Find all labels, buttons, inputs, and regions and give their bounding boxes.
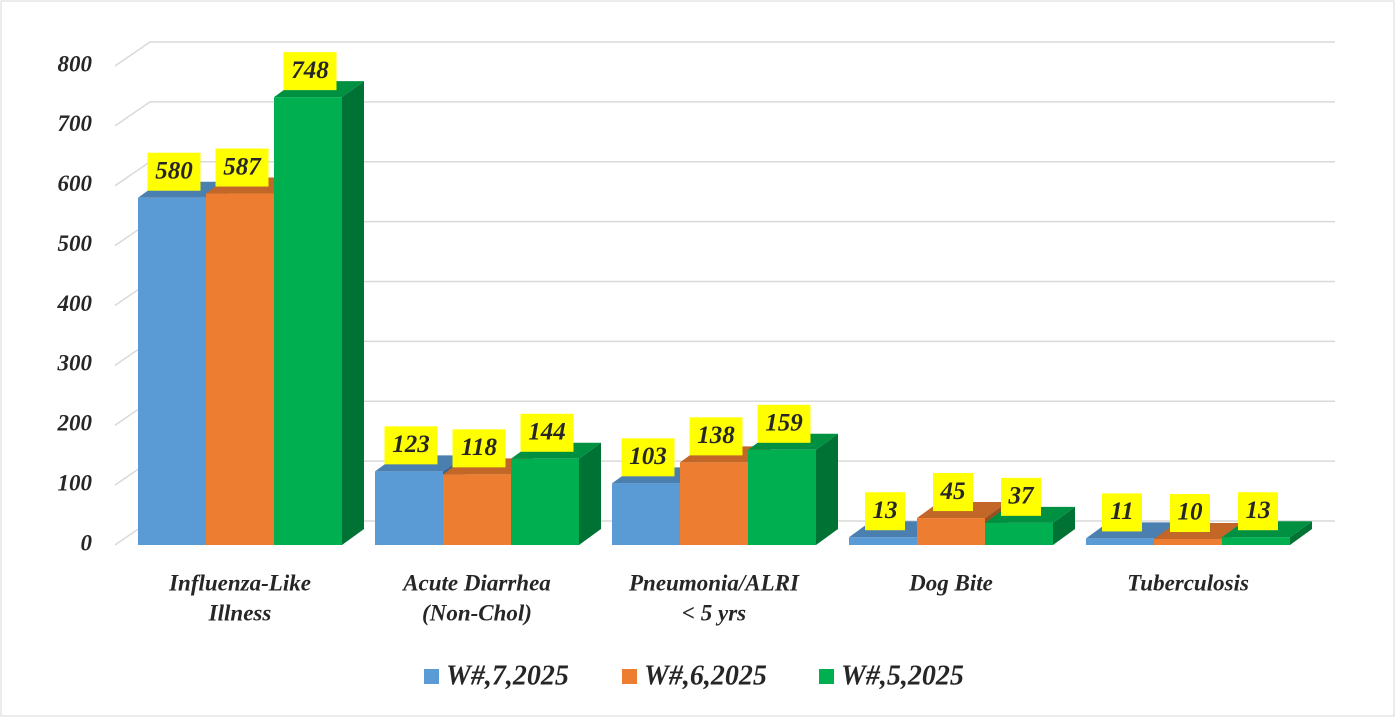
y-tick-label: 600 <box>58 171 93 196</box>
x-tick-label: Acute Diarrhea <box>401 570 551 595</box>
legend-swatch <box>424 669 439 684</box>
bar <box>849 537 917 545</box>
x-tick-label: Tuberculosis <box>1127 570 1249 595</box>
bar <box>511 458 579 545</box>
bar <box>274 97 342 545</box>
legend-label: W#,6,2025 <box>644 660 767 691</box>
data-label-bg <box>215 148 269 187</box>
y-tick-label: 200 <box>57 411 93 436</box>
bar-side <box>579 442 601 545</box>
bar <box>680 462 748 545</box>
legend-label: W#,5,2025 <box>841 660 964 691</box>
data-label: 13 <box>1246 497 1271 524</box>
data-label-bg <box>933 473 973 512</box>
data-label-bg <box>621 438 675 477</box>
bar <box>443 474 511 545</box>
bar <box>985 522 1053 545</box>
data-label: 144 <box>528 419 566 446</box>
x-tick-label: Illness <box>208 600 272 625</box>
x-tick-label: Influenza-Like <box>168 570 311 595</box>
bar <box>748 449 816 545</box>
bar-side <box>816 433 838 545</box>
data-label-bg <box>1238 492 1278 531</box>
data-label-bg <box>147 152 201 191</box>
y-tick-label: 0 <box>81 530 93 555</box>
y-tick-label: 300 <box>57 351 93 376</box>
data-label-bg <box>865 492 905 531</box>
legend-swatch <box>622 669 637 684</box>
bar-3d <box>511 442 601 545</box>
x-tick-label: Dog Bite <box>908 570 993 595</box>
bar <box>917 518 985 545</box>
y-tick-label: 400 <box>57 291 93 316</box>
data-label-bg <box>283 52 337 91</box>
bar <box>138 197 206 545</box>
data-label: 37 <box>1008 483 1036 510</box>
bar-side <box>342 81 364 545</box>
data-label: 13 <box>873 497 898 524</box>
data-label: 748 <box>291 57 329 84</box>
legend-label: W#,7,2025 <box>446 660 569 691</box>
bar-side <box>1053 506 1075 545</box>
x-tick-label: < 5 yrs <box>682 600 746 625</box>
data-label-bg <box>452 429 506 468</box>
bar-3d <box>748 433 838 545</box>
data-label-bg <box>520 413 574 452</box>
data-label: 587 <box>223 153 262 180</box>
data-label: 10 <box>1178 499 1204 526</box>
y-tick-label: 100 <box>58 470 93 495</box>
y-tick-label: 700 <box>58 111 93 136</box>
data-label: 138 <box>697 422 735 449</box>
data-label: 103 <box>629 443 667 470</box>
bar <box>1154 539 1222 545</box>
data-label: 159 <box>765 410 803 437</box>
bar <box>1086 538 1154 545</box>
data-label-bg <box>1001 477 1041 516</box>
data-label: 11 <box>1110 498 1134 525</box>
data-label: 123 <box>392 431 430 458</box>
bar-side <box>1290 521 1312 545</box>
bar <box>1222 537 1290 545</box>
data-label-bg <box>1102 493 1142 532</box>
bar <box>612 483 680 545</box>
data-label-bg <box>757 404 811 443</box>
y-tick-label: 500 <box>58 231 93 256</box>
bar-3d <box>274 81 364 545</box>
grid-line <box>114 41 1335 67</box>
data-label: 118 <box>461 434 498 461</box>
data-label-bg <box>689 417 743 456</box>
data-label-bg <box>1170 494 1210 533</box>
data-label: 580 <box>155 157 193 184</box>
bar <box>206 193 274 545</box>
legend-swatch <box>819 669 834 684</box>
y-tick-label: 800 <box>58 51 93 76</box>
bar <box>375 471 443 545</box>
data-label-bg <box>384 426 438 465</box>
grid-line <box>114 101 1335 127</box>
data-label: 45 <box>940 478 966 505</box>
x-tick-label: Pneumonia/ALRI <box>628 570 800 595</box>
x-tick-label: (Non-Chol) <box>422 600 532 625</box>
